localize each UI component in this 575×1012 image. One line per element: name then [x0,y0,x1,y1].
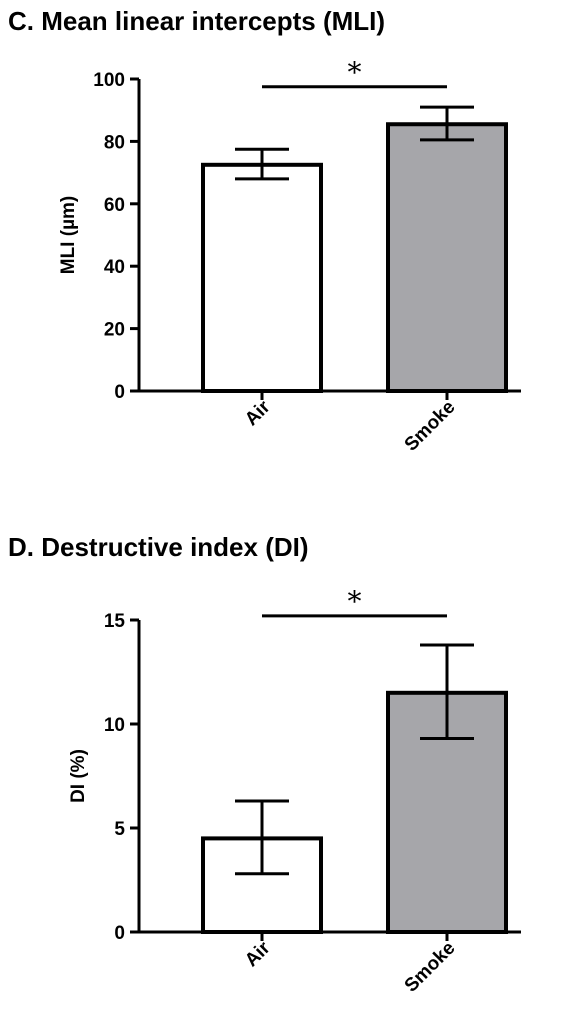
chart-title: D. Destructive index (DI) [8,532,309,562]
bar-air [201,162,323,393]
bar-smoke [386,122,508,394]
y-tick-label: 40 [104,257,125,278]
x-tick-label-air: Air [241,937,275,971]
x-tick-label-smoke: Smoke [401,397,460,456]
y-tick-label: 60 [104,195,125,216]
x-tick-label-smoke: Smoke [401,938,460,997]
y-axis-title: MLI (µm) [58,196,79,275]
di-bar-chart: 0 5 10 15 DI (%) Air Smoke * [68,585,521,997]
y-tick-label: 80 [104,132,125,153]
y-tick-label: 5 [114,819,125,840]
di-chart-panel: D. Destructive index (DI) 0 5 10 15 DI (%) Ai… [0,520,575,1012]
y-tick-label: 15 [104,611,126,632]
mli-bar-chart: 0 20 40 60 80 100 MLI (µm) Air Smoke * [58,56,521,456]
y-axis-title: DI (%) [68,749,89,803]
y-tick-label: 0 [114,923,125,944]
y-tick-label: 100 [93,70,125,91]
x-tick-label-air: Air [241,396,275,430]
mli-chart-panel: C. Mean linear intercepts (MLI) 0 20 40 60 8… [0,0,575,500]
chart-title: C. Mean linear intercepts (MLI) [8,6,386,36]
y-tick-label: 10 [104,715,125,736]
y-tick-label: 20 [104,320,125,341]
bar-smoke [386,690,508,934]
significance-asterisk: * [348,56,362,89]
y-tick-label: 0 [114,382,125,403]
significance-asterisk: * [348,585,362,618]
